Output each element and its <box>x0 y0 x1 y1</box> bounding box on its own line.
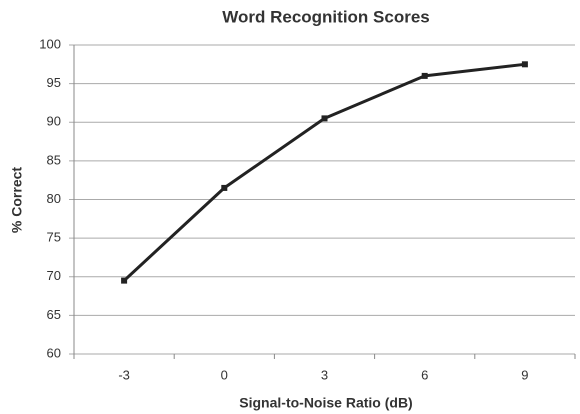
data-point <box>121 277 128 284</box>
data-point <box>221 184 228 191</box>
y-axis-title: % Correct <box>9 167 25 233</box>
data-point <box>321 115 328 122</box>
x-tick-label: 9 <box>521 367 528 382</box>
y-tick-label: 90 <box>47 114 61 129</box>
x-tick-label: 3 <box>321 367 328 382</box>
data-point <box>421 72 428 79</box>
x-tick-label: 6 <box>421 367 428 382</box>
y-tick-label: 75 <box>47 230 61 245</box>
y-tick-label: 65 <box>47 307 61 322</box>
data-point <box>521 61 528 68</box>
y-tick-label: 60 <box>47 345 61 360</box>
y-tick-label: 80 <box>47 191 61 206</box>
y-tick-label: 70 <box>47 268 61 283</box>
x-tick-label: 0 <box>221 367 228 382</box>
data-line <box>123 62 526 282</box>
y-tick-label: 100 <box>39 36 61 51</box>
x-axis-title: Signal-to-Noise Ratio (dB) <box>239 395 412 411</box>
chart-title: Word Recognition Scores <box>222 7 430 26</box>
y-tick-label: 85 <box>47 152 61 167</box>
y-tick-label: 95 <box>47 75 61 90</box>
x-tick-label: -3 <box>118 367 130 382</box>
